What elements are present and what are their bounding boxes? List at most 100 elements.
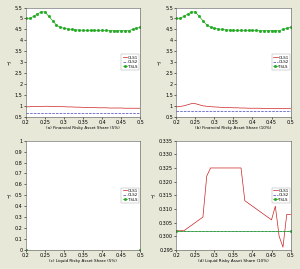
- OLS1: [277, 235, 281, 238]
- OLS1: [97, 106, 100, 109]
- OLS2: [251, 109, 254, 113]
- OLS1: [197, 218, 201, 221]
- OLS1: [262, 107, 266, 110]
- Line: TSLS: TSLS: [176, 11, 291, 31]
- OLS2: [62, 112, 66, 115]
- OLS1: [131, 107, 134, 110]
- Line: OLS1: OLS1: [26, 106, 140, 108]
- TSLS: [201, 19, 205, 22]
- TSLS: [239, 29, 243, 32]
- TSLS: [285, 27, 289, 30]
- TSLS: [236, 29, 239, 32]
- OLS1: [220, 166, 224, 169]
- Y-axis label: $-J$: $-J$: [156, 59, 164, 66]
- OLS2: [186, 109, 190, 113]
- OLS1: [201, 104, 205, 107]
- OLS1: [135, 107, 138, 110]
- OLS2: [43, 112, 47, 115]
- TSLS: [74, 28, 77, 31]
- OLS1: [209, 105, 212, 108]
- OLS1: [274, 107, 277, 110]
- OLS1: [190, 224, 193, 227]
- OLS1: [55, 105, 58, 108]
- OLS1: [247, 107, 250, 110]
- Line: OLS1: OLS1: [176, 104, 291, 109]
- OLS1: [254, 207, 258, 211]
- TSLS: [131, 28, 134, 31]
- Line: TSLS: TSLS: [25, 11, 141, 31]
- OLS1: [212, 105, 216, 108]
- TSLS: [197, 15, 201, 18]
- TSLS: [174, 17, 178, 20]
- TSLS: [186, 12, 190, 16]
- TSLS: [212, 27, 216, 30]
- OLS1: [182, 229, 186, 232]
- OLS1: [190, 102, 193, 105]
- OLS1: [100, 106, 104, 109]
- TSLS: [89, 29, 92, 32]
- OLS2: [197, 109, 201, 113]
- OLS2: [24, 112, 28, 115]
- TSLS: [47, 15, 51, 18]
- TSLS: [228, 29, 231, 32]
- OLS1: [251, 204, 254, 208]
- OLS1: [62, 105, 66, 108]
- OLS1: [182, 104, 186, 107]
- OLS1: [236, 106, 239, 109]
- TSLS: [66, 27, 70, 31]
- OLS1: [289, 213, 292, 216]
- OLS1: [228, 106, 231, 109]
- OLS1: [201, 215, 205, 219]
- OLS1: [243, 199, 247, 202]
- OLS1: [239, 107, 243, 110]
- OLS2: [289, 109, 292, 113]
- OLS2: [138, 112, 142, 115]
- OLS1: [216, 105, 220, 109]
- Y-axis label: $-J$: $-J$: [150, 192, 158, 199]
- TSLS: [254, 29, 258, 32]
- OLS1: [47, 105, 51, 108]
- TSLS: [116, 29, 119, 32]
- OLS1: [174, 105, 178, 108]
- OLS1: [254, 107, 258, 110]
- Y-axis label: $-J$: $-J$: [6, 192, 14, 199]
- OLS2: [190, 109, 193, 113]
- OLS1: [209, 166, 212, 169]
- TSLS: [127, 29, 130, 32]
- OLS1: [119, 107, 123, 110]
- OLS1: [74, 105, 77, 109]
- TSLS: [262, 29, 266, 32]
- OLS1: [247, 202, 250, 205]
- TSLS: [51, 19, 54, 22]
- TSLS: [182, 15, 186, 18]
- OLS1: [289, 107, 292, 110]
- OLS2: [39, 112, 43, 115]
- OLS1: [28, 105, 31, 108]
- X-axis label: (b) Financial Risky Asset Share (10%): (b) Financial Risky Asset Share (10%): [195, 126, 272, 130]
- OLS1: [239, 166, 243, 169]
- OLS1: [197, 103, 201, 106]
- OLS1: [216, 166, 220, 169]
- TSLS: [258, 29, 262, 32]
- OLS2: [194, 109, 197, 113]
- TSLS: [135, 27, 138, 30]
- OLS1: [51, 105, 54, 108]
- OLS2: [100, 112, 104, 115]
- TSLS: [277, 29, 281, 32]
- OLS1: [266, 107, 269, 110]
- OLS2: [119, 112, 123, 115]
- TSLS: [112, 29, 115, 32]
- OLS1: [93, 106, 96, 109]
- OLS2: [212, 109, 216, 113]
- OLS1: [85, 106, 89, 109]
- OLS1: [35, 105, 39, 108]
- OLS1: [127, 107, 130, 110]
- OLS1: [123, 107, 127, 110]
- TSLS: [194, 10, 197, 13]
- OLS1: [236, 166, 239, 169]
- OLS2: [232, 109, 235, 113]
- TSLS: [289, 26, 292, 29]
- OLS1: [43, 105, 47, 108]
- OLS1: [285, 213, 289, 216]
- TSLS: [119, 29, 123, 32]
